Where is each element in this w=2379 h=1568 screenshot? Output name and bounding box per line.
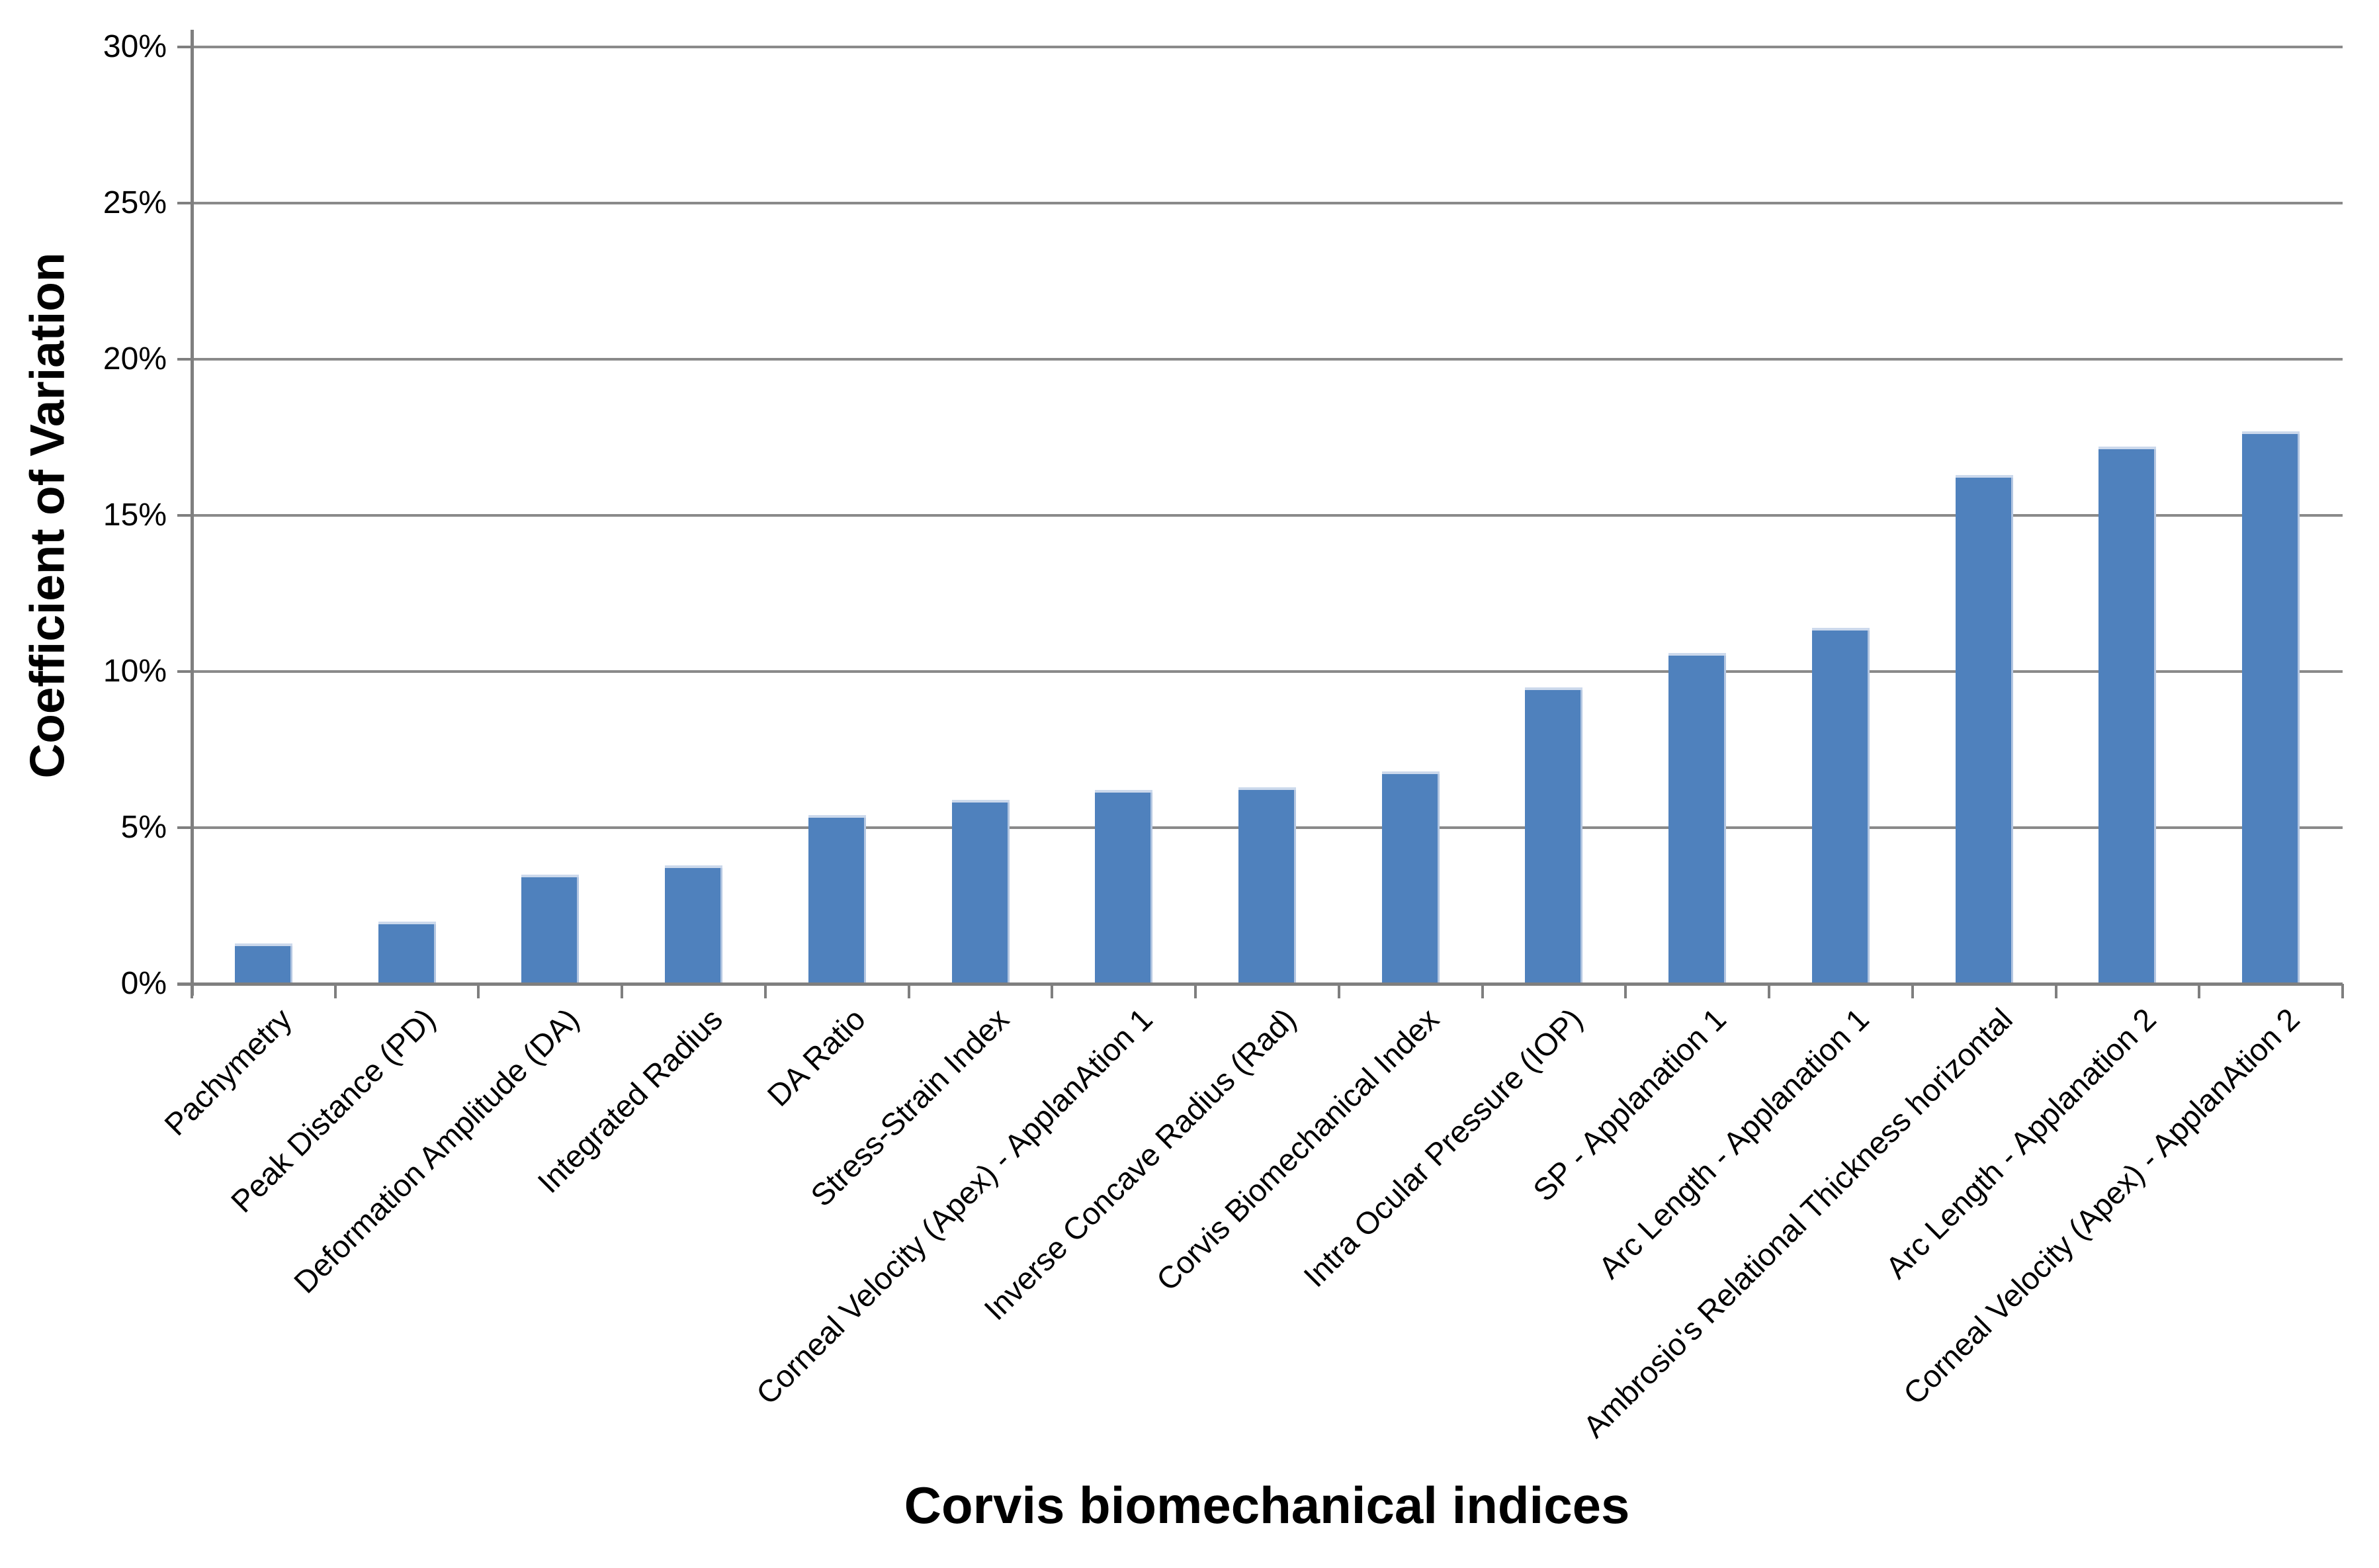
y-tick-label: 25% bbox=[103, 185, 167, 220]
x-axis-tick bbox=[763, 984, 767, 998]
y-axis-tick bbox=[177, 514, 192, 517]
bar bbox=[1381, 771, 1440, 984]
gridline bbox=[192, 358, 2343, 361]
y-tick-label: 15% bbox=[103, 498, 167, 533]
y-axis-line bbox=[191, 30, 194, 996]
x-axis-tick bbox=[191, 984, 193, 998]
x-category-label: Deformation Amplitude (DA) bbox=[286, 1001, 585, 1300]
y-axis-tick bbox=[177, 358, 192, 361]
x-axis-line bbox=[177, 982, 2343, 986]
y-tick-label: 0% bbox=[120, 966, 167, 1001]
gridline bbox=[192, 202, 2343, 204]
y-axis-tick bbox=[177, 826, 192, 829]
x-axis-tick bbox=[1194, 984, 1197, 998]
bar bbox=[1668, 652, 1727, 984]
bar bbox=[1095, 790, 1153, 984]
x-axis-tick bbox=[477, 984, 480, 998]
gridline bbox=[192, 46, 2343, 48]
x-axis-tick bbox=[2341, 984, 2344, 998]
y-axis-tick bbox=[177, 982, 192, 985]
bar bbox=[808, 815, 866, 984]
bar bbox=[665, 865, 723, 984]
x-axis-tick bbox=[1768, 984, 1771, 998]
bar bbox=[951, 799, 1010, 984]
gridline bbox=[192, 514, 2343, 517]
x-axis-title: Corvis biomechanical indices bbox=[904, 1476, 1630, 1534]
x-axis-tick bbox=[621, 984, 624, 998]
x-axis-tick bbox=[333, 984, 337, 998]
bar bbox=[521, 874, 580, 984]
x-axis-tick bbox=[2054, 984, 2057, 998]
y-tick-label: 5% bbox=[120, 810, 167, 845]
bar bbox=[2242, 431, 2300, 984]
x-axis-tick bbox=[1481, 984, 1484, 998]
y-axis-tick bbox=[177, 46, 192, 48]
y-axis-tick bbox=[177, 670, 192, 673]
x-axis-tick bbox=[2198, 984, 2201, 998]
x-axis-tick bbox=[907, 984, 910, 998]
bar bbox=[1525, 687, 1583, 984]
bar bbox=[2098, 447, 2157, 984]
x-axis-tick bbox=[1051, 984, 1054, 998]
x-axis-tick bbox=[1911, 984, 1914, 998]
bar bbox=[1811, 627, 1870, 984]
y-axis-tick bbox=[177, 202, 192, 204]
x-axis-tick bbox=[1624, 984, 1627, 998]
bar bbox=[1955, 474, 2013, 984]
x-axis-tick bbox=[1337, 984, 1340, 998]
y-tick-label: 20% bbox=[103, 341, 167, 376]
bar bbox=[234, 943, 292, 984]
gridline bbox=[192, 670, 2343, 673]
y-tick-label: 30% bbox=[103, 29, 167, 64]
y-tick-label: 10% bbox=[103, 654, 167, 689]
bar bbox=[1238, 787, 1296, 984]
bar bbox=[378, 921, 436, 984]
